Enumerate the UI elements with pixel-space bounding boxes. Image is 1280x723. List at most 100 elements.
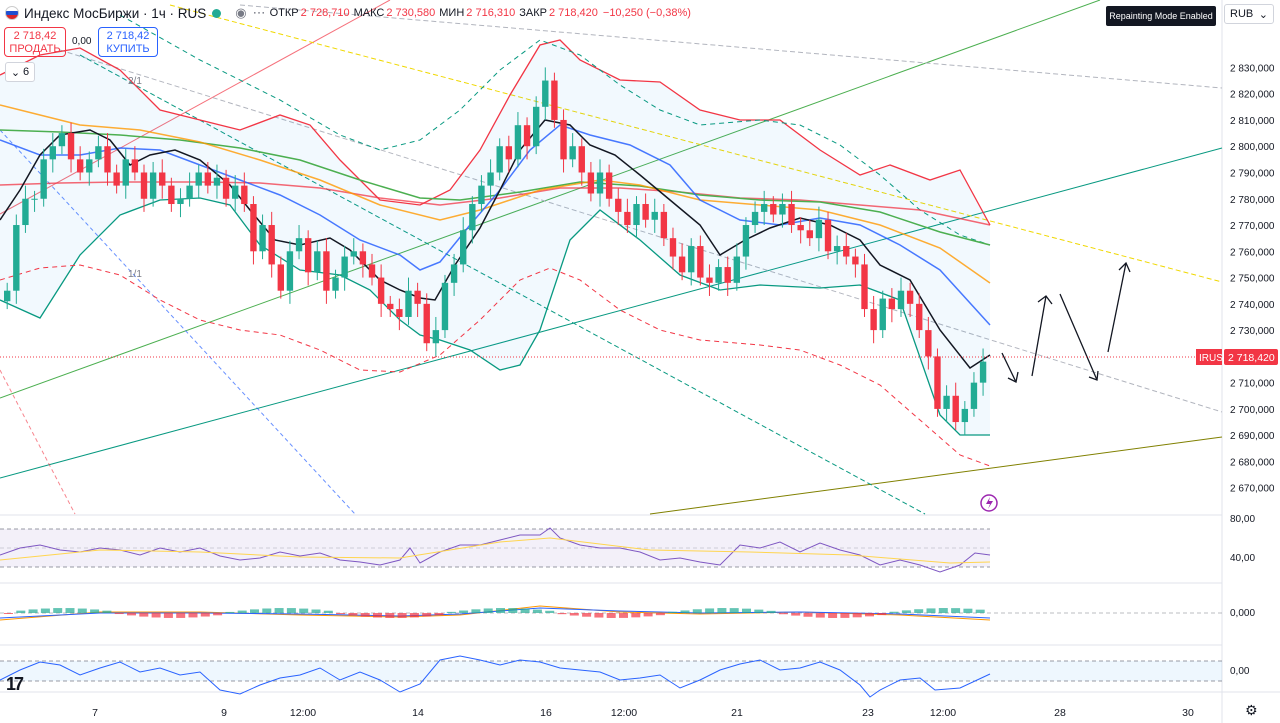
candle-body[interactable] — [879, 298, 886, 331]
candle-body[interactable] — [177, 198, 184, 205]
candle-body[interactable] — [49, 146, 56, 160]
candle-body[interactable] — [350, 251, 357, 257]
candle-body[interactable] — [806, 230, 813, 239]
candle-body[interactable] — [605, 172, 613, 199]
candle-body[interactable] — [478, 185, 485, 205]
candle-body[interactable] — [979, 361, 987, 383]
symbol-title[interactable]: Индекс МосБиржи · 1ч · RUS — [24, 5, 207, 21]
gear-icon[interactable]: ⚙ — [1245, 702, 1258, 718]
eye-icon[interactable]: ◉ — [235, 5, 247, 20]
candle-body[interactable] — [660, 211, 668, 239]
candle-body[interactable] — [843, 246, 850, 257]
candle-body[interactable] — [861, 264, 868, 310]
candle-body[interactable] — [277, 264, 284, 291]
candle-body[interactable] — [706, 277, 713, 283]
fib-yellow-dashed[interactable] — [169, 4, 1223, 283]
candle-body[interactable] — [906, 290, 914, 304]
candle-body[interactable] — [514, 125, 522, 160]
candle-body[interactable] — [241, 185, 248, 205]
candle-body[interactable] — [22, 198, 29, 226]
fib-blue-dashed[interactable] — [0, 129, 356, 515]
more-icon[interactable]: ⋯ — [252, 5, 266, 20]
candle-body[interactable] — [669, 238, 677, 257]
candle-body[interactable] — [186, 185, 193, 199]
candle-body[interactable] — [551, 80, 558, 120]
candle-body[interactable] — [733, 256, 741, 283]
indicators-toggle-button[interactable]: ⌄ 6 — [5, 62, 35, 82]
candle-body[interactable] — [751, 211, 759, 226]
candle-body[interactable] — [852, 256, 859, 265]
candle-body[interactable] — [195, 172, 202, 186]
candle-body[interactable] — [414, 290, 421, 304]
candle-body[interactable] — [359, 251, 367, 265]
candle-body[interactable] — [925, 330, 932, 357]
candle-body[interactable] — [304, 238, 312, 273]
candle-body[interactable] — [469, 204, 476, 231]
candle-body[interactable] — [295, 238, 303, 252]
fib-teal-dashed[interactable] — [79, 54, 926, 515]
trendline-teal[interactable] — [0, 147, 1223, 479]
candle-body[interactable] — [833, 246, 841, 252]
candle-body[interactable] — [815, 219, 823, 239]
currency-select[interactable]: RUB ⌄ — [1224, 4, 1274, 24]
candle-body[interactable] — [140, 172, 148, 199]
forecast-arrow-path[interactable] — [1001, 262, 1127, 383]
candle-body[interactable] — [387, 303, 394, 310]
fib-grey-dashed-top[interactable] — [239, 4, 1223, 89]
candle-body[interactable] — [67, 133, 75, 160]
candle-body[interactable] — [560, 119, 567, 160]
candle-body[interactable] — [578, 146, 585, 173]
candle-body[interactable] — [314, 251, 321, 273]
candle-body[interactable] — [770, 204, 777, 215]
candle-body[interactable] — [870, 309, 877, 331]
candle-body[interactable] — [259, 225, 266, 252]
candle-body[interactable] — [104, 146, 111, 173]
candle-body[interactable] — [31, 198, 38, 200]
candle-body[interactable] — [642, 204, 649, 220]
candle-body[interactable] — [916, 303, 923, 331]
candle-body[interactable] — [523, 125, 531, 147]
candle-body[interactable] — [724, 267, 731, 283]
candle-body[interactable] — [4, 290, 11, 302]
candle-body[interactable] — [888, 298, 896, 310]
candle-body[interactable] — [323, 251, 330, 291]
candle-body[interactable] — [86, 159, 93, 173]
candle-body[interactable] — [13, 225, 20, 291]
candle-body[interactable] — [377, 277, 385, 304]
candle-body[interactable] — [505, 146, 513, 160]
candle-body[interactable] — [760, 204, 768, 212]
candle-body[interactable] — [715, 267, 722, 283]
candle-body[interactable] — [122, 159, 129, 186]
candle-body[interactable] — [332, 277, 339, 291]
candle-body[interactable] — [934, 356, 941, 409]
candle-body[interactable] — [697, 246, 704, 278]
candle-body[interactable] — [131, 159, 139, 173]
candle-body[interactable] — [250, 204, 257, 252]
candle-body[interactable] — [943, 395, 950, 409]
buy-button[interactable]: 2 718,42 КУПИТЬ — [98, 27, 158, 57]
candle-body[interactable] — [232, 185, 239, 199]
candle-body[interactable] — [58, 133, 66, 147]
candle-body[interactable] — [396, 309, 403, 317]
candle-body[interactable] — [897, 290, 905, 310]
candle-body[interactable] — [286, 251, 294, 291]
candle-body[interactable] — [460, 230, 467, 265]
candle-body[interactable] — [788, 204, 795, 226]
candle-body[interactable] — [441, 282, 449, 331]
candle-body[interactable] — [405, 290, 412, 317]
candle-body[interactable] — [168, 185, 175, 205]
candle-body[interactable] — [368, 264, 376, 278]
trendline-red-up[interactable] — [0, 0, 391, 215]
candle-body[interactable] — [149, 172, 157, 199]
candle-body[interactable] — [204, 172, 212, 186]
trendline-green[interactable] — [0, 0, 1101, 399]
candle-body[interactable] — [970, 382, 978, 409]
candle-body[interactable] — [487, 172, 494, 186]
trendline-olive[interactable] — [649, 436, 1223, 515]
candle-body[interactable] — [432, 330, 440, 344]
candle-body[interactable] — [76, 159, 84, 173]
candle-body[interactable] — [651, 211, 658, 220]
candle-body[interactable] — [615, 198, 622, 212]
candle-body[interactable] — [824, 219, 832, 252]
